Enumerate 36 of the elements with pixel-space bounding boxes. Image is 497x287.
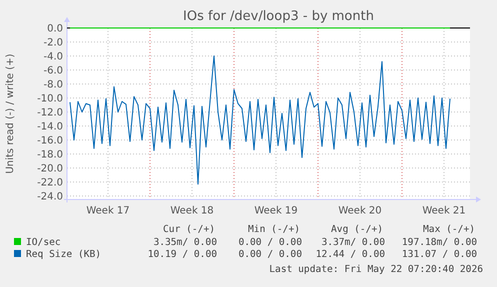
text: Min (-/+) bbox=[248, 224, 300, 235]
y-tick-label: -20.0 bbox=[37, 164, 63, 174]
y-tick-label: -10.0 bbox=[37, 94, 63, 104]
x-tick-label: Week 18 bbox=[170, 206, 214, 216]
y-tick-label: -24.0 bbox=[37, 192, 63, 202]
y-tick-label: -2.0 bbox=[43, 38, 63, 48]
line-series bbox=[70, 56, 450, 185]
y-tick-label: -4.0 bbox=[43, 52, 63, 62]
text: Max (-/+) bbox=[423, 224, 475, 235]
y-tick-label: -16.0 bbox=[37, 136, 63, 146]
legend-label: IO/sec bbox=[26, 237, 61, 248]
y-axis-title: Units read (-) / write (+) bbox=[5, 54, 16, 174]
text: Cur (-/+) bbox=[163, 224, 215, 235]
y-tick-label: -14.0 bbox=[37, 122, 63, 132]
y-tick-label: -22.0 bbox=[37, 178, 63, 188]
x-tick-label: Week 17 bbox=[86, 206, 130, 216]
text: 3.35m/ 0.00 bbox=[153, 237, 218, 248]
x-tick-label: Week 20 bbox=[338, 206, 382, 216]
text: Last update: Fri May 22 07:20:40 2026 bbox=[269, 264, 484, 275]
text: 0.00 / 0.00 bbox=[238, 249, 302, 260]
x-tick-label: Week 21 bbox=[422, 206, 466, 216]
text: 131.07 / 0.00 bbox=[402, 249, 478, 260]
y-tick-label: -18.0 bbox=[37, 150, 63, 160]
x-tick-label: Week 19 bbox=[254, 206, 298, 216]
text: 12.44 / 0.00 bbox=[316, 249, 386, 260]
text: 197.18m/ 0.00 bbox=[402, 237, 478, 248]
y-tick-label: -8.0 bbox=[43, 80, 63, 90]
legend-label: Req Size (KB) bbox=[26, 249, 102, 260]
text: 0.00 / 0.00 bbox=[238, 237, 302, 248]
text: 10.19 / 0.00 bbox=[148, 249, 218, 260]
chart-title: IOs for /dev/loop3 - by month bbox=[183, 9, 374, 24]
y-tick-label: 0.0 bbox=[47, 24, 63, 34]
text: Avg (-/+) bbox=[331, 224, 383, 235]
y-tick-label: -12.0 bbox=[37, 108, 63, 118]
y-tick-label: -6.0 bbox=[43, 66, 63, 76]
text: 3.37m/ 0.00 bbox=[321, 237, 386, 248]
